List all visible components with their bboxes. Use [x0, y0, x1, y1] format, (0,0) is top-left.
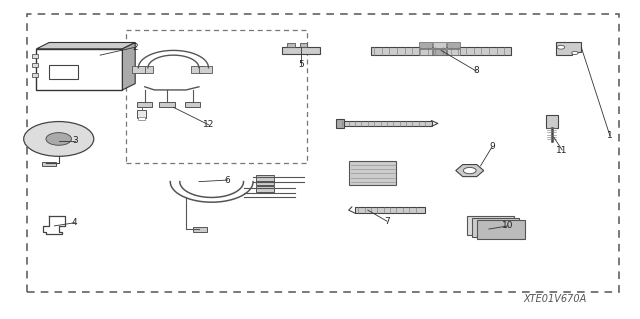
Polygon shape [456, 165, 484, 177]
Text: 9: 9 [489, 142, 495, 151]
Text: 10: 10 [502, 221, 514, 230]
Circle shape [572, 51, 578, 55]
Bar [433, 42, 445, 48]
Polygon shape [122, 42, 135, 90]
Text: 8: 8 [473, 66, 479, 76]
Bar [137, 102, 152, 107]
Circle shape [24, 122, 94, 156]
Circle shape [463, 167, 476, 174]
Bar [27, 14, 620, 292]
Bar [546, 115, 557, 128]
Bar [447, 42, 460, 48]
Bar [349, 161, 396, 185]
Bar [419, 42, 431, 48]
Bar [300, 43, 307, 47]
Text: XTE01V670A: XTE01V670A [524, 293, 587, 304]
Bar [185, 102, 200, 107]
Text: 2: 2 [132, 43, 138, 52]
Bar [32, 63, 38, 67]
Bar [193, 227, 207, 232]
Bar [355, 207, 425, 213]
Bar [282, 47, 320, 54]
Bar [467, 216, 515, 235]
Bar [49, 65, 78, 79]
Text: 4: 4 [72, 218, 77, 227]
Text: 11: 11 [556, 145, 568, 154]
Text: 6: 6 [225, 175, 230, 185]
Bar [36, 49, 122, 90]
Bar [371, 47, 511, 55]
Bar [137, 110, 146, 118]
Bar [140, 66, 153, 72]
Bar [32, 73, 38, 77]
Bar [42, 162, 56, 167]
Bar [191, 66, 204, 72]
Polygon shape [36, 42, 135, 49]
Text: 1: 1 [607, 131, 613, 140]
Bar [256, 175, 274, 181]
Circle shape [46, 133, 72, 145]
Text: 12: 12 [203, 120, 214, 129]
Text: 5: 5 [298, 60, 304, 69]
Bar [336, 119, 344, 128]
Text: 3: 3 [72, 136, 77, 145]
Bar [433, 49, 445, 55]
Bar [287, 43, 294, 47]
Bar [138, 117, 145, 120]
Bar [472, 218, 520, 237]
Bar [477, 219, 525, 239]
Bar [256, 186, 274, 192]
Text: 7: 7 [384, 217, 390, 226]
Circle shape [557, 45, 564, 49]
Bar [125, 30, 307, 163]
Polygon shape [556, 42, 581, 55]
Bar [256, 180, 274, 185]
Bar [132, 66, 145, 72]
Bar [339, 121, 431, 126]
Bar [32, 54, 38, 58]
Bar [447, 49, 460, 55]
Bar [199, 66, 212, 72]
Bar [159, 102, 175, 107]
Bar [419, 49, 431, 55]
